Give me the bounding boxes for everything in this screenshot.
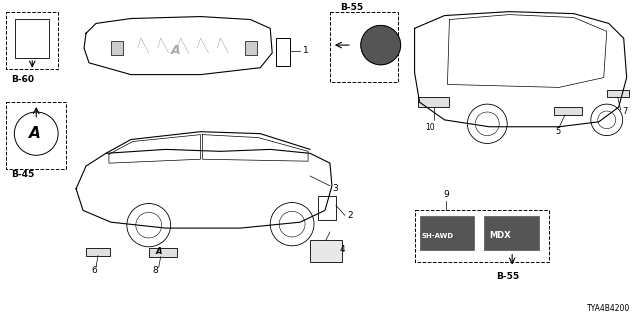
Bar: [245, 41, 257, 55]
Bar: [420, 216, 474, 250]
Text: A: A: [156, 247, 162, 256]
Text: 7: 7: [623, 107, 628, 116]
Bar: [276, 38, 290, 66]
Text: 1: 1: [303, 46, 309, 55]
Text: 10: 10: [425, 123, 435, 132]
Bar: [310, 240, 342, 261]
Bar: [417, 97, 449, 107]
Text: SH-AWD: SH-AWD: [422, 233, 454, 239]
Text: 8: 8: [153, 266, 159, 275]
Text: B-45: B-45: [12, 170, 35, 179]
Bar: [15, 19, 49, 58]
Text: 6: 6: [91, 266, 97, 275]
Bar: [6, 102, 66, 169]
Text: 2: 2: [347, 211, 353, 220]
Bar: [86, 248, 110, 256]
Text: A: A: [171, 44, 180, 57]
Bar: [484, 216, 539, 250]
Text: TYA4B4200: TYA4B4200: [588, 304, 630, 313]
Bar: [148, 248, 177, 257]
Circle shape: [361, 25, 401, 65]
Text: B-55: B-55: [496, 272, 519, 281]
Bar: [6, 12, 58, 69]
Text: B-55: B-55: [340, 3, 363, 12]
Bar: [554, 107, 582, 115]
Bar: [111, 41, 123, 55]
Text: 9: 9: [444, 190, 449, 199]
Text: B-60: B-60: [12, 76, 35, 84]
Bar: [607, 90, 628, 97]
Text: A: A: [29, 125, 41, 140]
Bar: [330, 12, 397, 83]
Text: 5: 5: [555, 127, 560, 136]
Text: 4: 4: [340, 245, 346, 254]
Text: 3: 3: [332, 184, 338, 193]
Bar: [318, 196, 336, 220]
Text: MDX: MDX: [489, 231, 511, 240]
Bar: [415, 210, 549, 261]
